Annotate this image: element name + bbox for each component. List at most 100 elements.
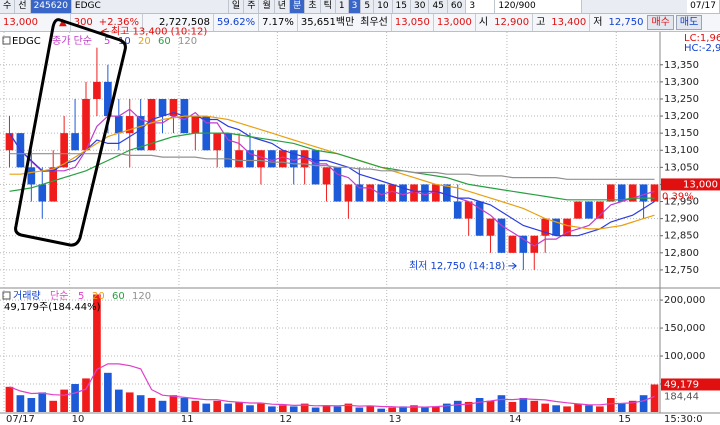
candle-body (355, 184, 364, 202)
candle-body (49, 167, 58, 202)
volume-bar (442, 403, 451, 412)
last-volume: 49,179 (664, 379, 699, 390)
high: 13,400 (551, 17, 587, 28)
volume-info: 49,179주(184.44%) (4, 302, 101, 313)
period[interactable]: 월 (259, 0, 275, 13)
volume-bar (180, 398, 189, 412)
candle-body (464, 201, 473, 219)
moving-average (8, 108, 655, 247)
candle-body (432, 184, 440, 202)
period[interactable]: 초 (305, 0, 321, 13)
volume-bar (366, 406, 375, 412)
candle-body (453, 201, 462, 219)
volume-bar (508, 401, 517, 412)
volume-bar (606, 398, 615, 412)
last-price-box (661, 178, 720, 191)
volume-bar (16, 395, 25, 412)
volume-bar (388, 407, 396, 412)
interval[interactable]: 30 (411, 0, 430, 13)
candle-body (322, 167, 331, 185)
candle-body (585, 201, 593, 219)
candle-body (300, 150, 309, 168)
candle-body (574, 201, 582, 219)
count[interactable]: 120/900 (495, 0, 583, 13)
volume-bar (60, 389, 68, 412)
volume-bar (114, 389, 123, 412)
time-label: 15:30:0 (664, 414, 703, 425)
volume-bar (410, 405, 418, 412)
candle-body (475, 201, 484, 236)
period[interactable]: 일 (229, 0, 245, 13)
candle-body (628, 184, 637, 202)
ratio: 7.17% (258, 14, 297, 31)
volume-bar (596, 406, 604, 412)
stock-name[interactable]: EDGC (72, 0, 229, 13)
volume-bar (104, 372, 112, 412)
y-tick-label: 13,300 (664, 77, 699, 88)
hc-label: HC:-2,9 (684, 43, 720, 54)
legend-entry: 5 (78, 291, 84, 302)
candle-body (114, 116, 123, 134)
quote-bar: 13,000 ▲ 300 +2.36% 2,727,508 59.62% 7.1… (0, 14, 720, 32)
legend-entry: 20 (92, 291, 105, 302)
candle-body (497, 218, 506, 253)
volume-bar (464, 401, 473, 412)
buy-button[interactable]: 매수 (647, 15, 674, 30)
interval[interactable]: 45 (429, 0, 448, 13)
rate: +2.36% (98, 17, 139, 28)
interval[interactable]: 10 (374, 0, 393, 13)
volume-bar (213, 400, 222, 412)
candle-body (311, 150, 320, 185)
y-tick-label: 12,950 (664, 197, 699, 208)
interval[interactable]: 15 (393, 0, 411, 13)
amount: 35,651백만 (296, 14, 357, 31)
candle-body (71, 133, 79, 151)
period[interactable]: 주 (244, 0, 260, 13)
period[interactable]: 년 (275, 0, 291, 13)
candle-body (289, 150, 298, 168)
interval[interactable]: 3 (348, 0, 362, 13)
volume-bar (344, 403, 353, 412)
y-tick-label: 150,000 (664, 323, 705, 334)
volume-bar (421, 407, 429, 412)
volume-bar (246, 405, 254, 412)
period[interactable]: 분 (290, 0, 306, 13)
sell-button[interactable]: 매도 (675, 15, 703, 30)
volume: 2,727,508 (141, 14, 213, 31)
volume-bar (125, 392, 134, 412)
candle-body (410, 184, 418, 202)
volume-bar (563, 406, 571, 412)
tool[interactable]: 수 (0, 0, 16, 13)
candle-body (278, 150, 287, 168)
candle-body (650, 184, 659, 202)
interval-input[interactable]: 3 (466, 0, 496, 13)
candle-body (617, 184, 626, 202)
low-note: 최저 12,750 (14:18) (409, 260, 505, 272)
candle-body (38, 184, 47, 202)
stock-code[interactable]: 245620 (30, 0, 72, 13)
interval[interactable]: 60 (448, 0, 467, 13)
volume-ma (9, 363, 655, 408)
period[interactable]: 틱 (321, 0, 336, 13)
last-volume-box (661, 378, 720, 391)
candle-body (377, 184, 386, 202)
tool[interactable]: 선 (15, 0, 31, 13)
candle-body (442, 184, 451, 202)
legend-entry: 20 (138, 36, 151, 47)
legend-entry: 60 (158, 36, 171, 47)
candle-body (213, 133, 222, 151)
legend-label: 단순 (50, 290, 68, 302)
y-tick-label: 13,250 (664, 94, 699, 105)
volume-bar (650, 384, 659, 412)
legend-entry: 120 (132, 291, 151, 302)
volume-bar (5, 386, 14, 412)
candle-body (530, 235, 539, 253)
high-note: 최고 13,400 (10:12) (111, 26, 207, 38)
interval[interactable]: 1 (336, 0, 349, 13)
candle-body (93, 81, 101, 99)
interval[interactable]: 5 (361, 0, 375, 13)
note-arrow (508, 262, 517, 270)
last-rate: 0.39% (662, 191, 694, 202)
user-drawn-highlight (14, 18, 127, 247)
